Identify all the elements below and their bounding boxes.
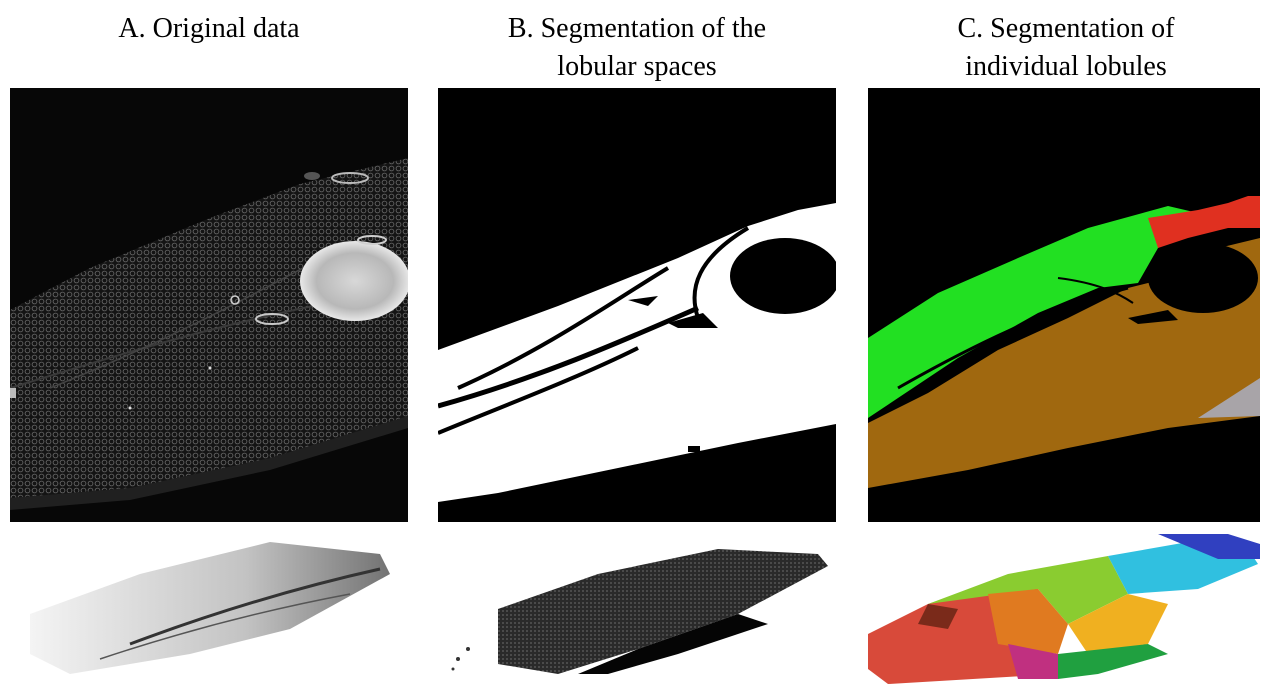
- lobular-spaces-3d-render: [451, 549, 828, 674]
- panel-c-caption: C. Segmentation of individual lobules: [868, 10, 1262, 86]
- panel-a-caption-line-1: A. Original data: [118, 13, 300, 44]
- panel-c-caption-line-2: individual lobules: [965, 51, 1167, 82]
- panel-b-caption-line-1: B. Segmentation of the: [507, 13, 767, 44]
- panel-a-caption: A. Original data: [10, 10, 408, 48]
- lobular-spaces-segmentation: [438, 88, 836, 522]
- original-data-3d-render: [30, 542, 390, 674]
- individual-lobules-segmentation: [868, 88, 1260, 522]
- panel-c-caption-line-1: C. Segmentation of: [957, 13, 1175, 44]
- panel-a-3d-render: [10, 534, 410, 684]
- individual-lobules-3d-render: [868, 534, 1260, 684]
- original-data-image: [10, 88, 408, 522]
- panel-a-original-image: [10, 88, 408, 522]
- panel-c-individual-lobules-image: [868, 88, 1260, 522]
- panel-b-caption-line-2: lobular spaces: [557, 51, 717, 82]
- panel-c-3d-render: [868, 534, 1260, 684]
- panel-b-caption: B. Segmentation of the lobular spaces: [438, 10, 836, 86]
- panel-b-3d-render: [438, 534, 838, 684]
- panel-b-lobular-spaces-image: [438, 88, 836, 522]
